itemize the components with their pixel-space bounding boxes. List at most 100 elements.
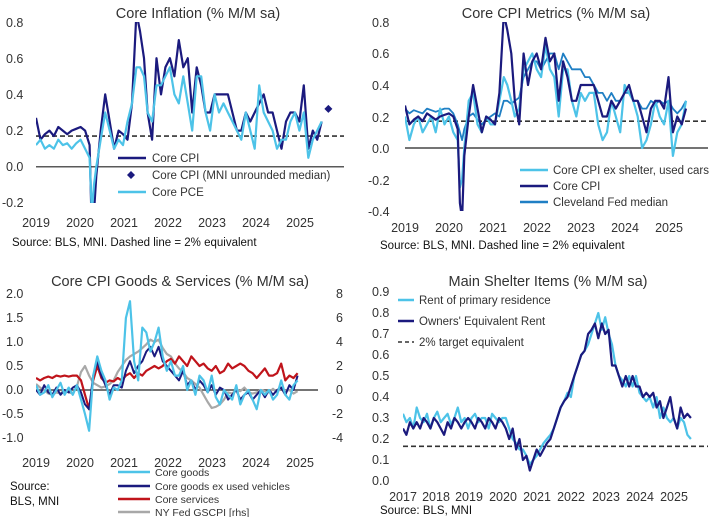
chart-title-core-cpi-metrics: Core CPI Metrics (% M/M sa): [462, 6, 651, 22]
x-tick: 2021: [110, 456, 138, 470]
x-tick: 2025: [655, 221, 683, 235]
source-note: BLS, MNI: [10, 496, 59, 508]
y-tick: 0.0: [372, 142, 389, 156]
x-tick: 2022: [154, 216, 182, 230]
legend-label: Owners' Equivalent Rent: [419, 316, 546, 328]
chart-title-shelter: Main Shelter Items (% M/M sa): [448, 274, 647, 290]
x-axis-shelter: 2017 2018 2019 2020 2021 2022 2023 2024 …: [389, 490, 688, 504]
x-tick: 2019: [455, 490, 483, 504]
y-tick: 0.4: [372, 79, 389, 93]
series-line-core-cpi-ex-shelter-used-cars: [405, 44, 688, 189]
legend-label: Cleveland Fed median: [553, 197, 668, 209]
source-note: Source: BLS, MNI. Dashed line = 2% equiv…: [380, 240, 625, 252]
x-tick: 2020: [435, 221, 463, 235]
y2-axis-goods-services: 8 6 4 2 0 -2 -4: [332, 287, 343, 445]
series-line-owners-equivalent-rent: [403, 322, 692, 472]
legend-core-inflation: Core CPI Core CPI (MNI unrounded median)…: [118, 153, 330, 199]
y-tick: 0.8: [372, 16, 389, 30]
y-axis-core-cpi-metrics: 0.8 0.6 0.4 0.2 0.0 -0.2 -0.4: [368, 16, 390, 219]
y-tick: 0.5: [372, 369, 389, 383]
series-line-core-pce: [36, 66, 323, 203]
y-tick: 0.8: [6, 16, 23, 30]
legend-label: 2% target equivalent: [419, 337, 525, 349]
x-tick: 2023: [592, 490, 620, 504]
x-tick: 2024: [242, 456, 270, 470]
source-note: Source: BLS, MNI: [380, 505, 472, 517]
plot-area-goods-services: [36, 300, 318, 432]
series-line-core-goods: [36, 300, 299, 432]
y-tick: 0.6: [372, 47, 389, 61]
y-axis-core-inflation: 0.8 0.6 0.4 0.2 0.0 -0.2: [2, 16, 24, 210]
series-line-core-cpi: [36, 22, 323, 203]
y-tick: 0.7: [372, 327, 389, 341]
legend-label: Core CPI: [152, 153, 199, 165]
x-tick: 2024: [242, 216, 270, 230]
y-tick: 0.2: [372, 111, 389, 125]
x-tick: 2023: [567, 221, 595, 235]
x-tick: 2021: [479, 221, 507, 235]
y-tick: 0.6: [372, 348, 389, 362]
y-tick: 1.0: [6, 335, 23, 349]
x-tick: 2020: [66, 216, 94, 230]
panel-core-inflation: Core Inflation (% M/M sa) 0.8 0.6 0.4 0.…: [2, 6, 344, 249]
x-tick: 2025: [660, 490, 688, 504]
y-tick: -0.2: [368, 174, 390, 188]
x-axis-core-inflation: 2019 2020 2021 2022 2023 2024 2025: [22, 216, 314, 230]
panel-goods-services: Core CPI Goods & Services (% M/M sa) 2.0…: [2, 274, 343, 517]
series-line-core-goods-ex-used-vehicles: [36, 345, 299, 411]
panel-shelter: Main Shelter Items (% M/M sa) 0.9 0.8 0.…: [372, 274, 708, 517]
y-tick: 0.5: [6, 359, 23, 373]
y-tick: -0.2: [2, 196, 24, 210]
y-tick: 2.0: [6, 287, 23, 301]
x-tick: 2022: [523, 221, 551, 235]
y-axis-goods-services: 2.0 1.5 1.0 0.5 0.0 -0.5 -1.0: [2, 287, 24, 445]
legend-label: NY Fed GSCPI [rhs]: [155, 507, 249, 517]
legend-label: Core CPI (MNI unrounded median): [152, 170, 330, 182]
plot-area-core-inflation: [36, 22, 344, 203]
legend-label: Rent of primary residence: [419, 295, 551, 307]
x-tick: 2022: [557, 490, 585, 504]
y2-tick: 6: [336, 311, 343, 325]
x-axis-core-cpi-metrics: 2019 2020 2021 2022 2023 2024 2025: [391, 221, 683, 235]
y2-tick: 8: [336, 287, 343, 301]
x-tick: 2021: [110, 216, 138, 230]
series-line-core-services: [36, 355, 299, 411]
legend-goods-services: Core goods Core goods ex used vehicles C…: [118, 467, 290, 517]
x-axis-goods-services: 2019 2020 2021 2022 2023 2024 2025: [22, 456, 314, 470]
legend-core-cpi-metrics: Core CPI ex shelter, used cars Core CPI …: [520, 165, 709, 209]
x-tick: 2023: [198, 216, 226, 230]
x-tick: 2024: [611, 221, 639, 235]
x-tick: 2019: [22, 216, 50, 230]
source-note: Source:: [10, 481, 50, 493]
y-tick: 0.8: [372, 306, 389, 320]
chart-title-goods-services: Core CPI Goods & Services (% M/M sa): [51, 274, 309, 290]
marker-mni-unrounded-median: [324, 104, 333, 113]
x-tick: 2017: [389, 490, 417, 504]
x-tick: 2025: [286, 456, 314, 470]
y-tick: 0.9: [372, 285, 389, 299]
y-tick: 0.0: [372, 474, 389, 488]
y-tick: 0.3: [372, 411, 389, 425]
x-tick: 2025: [286, 216, 314, 230]
y-tick: 0.0: [6, 383, 23, 397]
series-line-core-cpi: [405, 22, 688, 211]
x-tick: 2019: [22, 456, 50, 470]
legend-marker: [127, 171, 135, 179]
y-tick: 0.4: [6, 88, 23, 102]
legend-label: Core services: [155, 494, 219, 506]
y-tick: -1.0: [2, 431, 24, 445]
x-tick: 2019: [391, 221, 419, 235]
series-line-ny-fed-gscpi-rhs: [36, 338, 299, 410]
source-note: Source: BLS, MNI. Dashed line = 2% equiv…: [12, 237, 257, 249]
x-tick: 2020: [66, 456, 94, 470]
legend-label: Core CPI ex shelter, used cars: [553, 165, 709, 177]
series-line-cleveland-fed-median: [405, 52, 687, 142]
y-axis-shelter: 0.9 0.8 0.7 0.6 0.5 0.4 0.3 0.2 0.1 0.0: [372, 285, 389, 488]
legend-shelter: Rent of primary residence Owners' Equiva…: [398, 295, 551, 349]
y-tick: 0.2: [372, 432, 389, 446]
panel-core-cpi-metrics: Core CPI Metrics (% M/M sa) 0.8 0.6 0.4 …: [368, 6, 709, 252]
x-tick: 2022: [154, 456, 182, 470]
x-tick: 2023: [198, 456, 226, 470]
legend-label: Core PCE: [152, 187, 204, 199]
